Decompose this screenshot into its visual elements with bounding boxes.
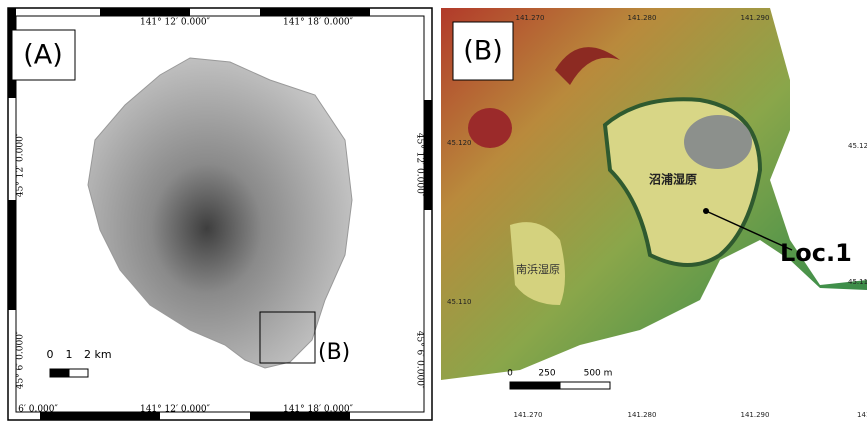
coord-label: 141° 12′ 0.000″ bbox=[140, 405, 211, 415]
coord-label: 45° 6′ 0.000″ bbox=[415, 331, 425, 390]
scale-bar bbox=[560, 382, 610, 389]
panel-label: (B) bbox=[463, 36, 503, 67]
coord-label: 141° 18′ 0.000″ bbox=[283, 405, 354, 415]
coord-label: 141.270 bbox=[516, 14, 545, 22]
coord-label: 141.280 bbox=[628, 411, 657, 419]
coord-label: 45.120 bbox=[447, 139, 472, 147]
coord-label: 45.11 bbox=[848, 278, 867, 286]
coord-label: 141.290 bbox=[741, 411, 770, 419]
coord-label: 141.270 bbox=[514, 411, 543, 419]
coord-label: 45° 12′ 0.000″ bbox=[415, 133, 425, 198]
place-label: 南浜湿原 bbox=[516, 263, 560, 276]
coord-label: 45.120 bbox=[848, 142, 867, 150]
scale-bar bbox=[510, 382, 560, 389]
scale-label: 0 bbox=[507, 369, 513, 379]
scale-bar bbox=[50, 369, 69, 377]
coord-label: 141° 18′ 0.000″ bbox=[283, 18, 354, 28]
place-label: 沼浦湿原 bbox=[649, 172, 697, 187]
coord-label: 141.280 bbox=[628, 14, 657, 22]
inset-label: (B) bbox=[318, 340, 350, 365]
panel-b: (B) 141.270 141.280 141.290 141.270 141.… bbox=[441, 8, 867, 420]
scale-label: 2 km bbox=[84, 348, 112, 361]
figure: (A) 141° 12′ 0.000″ 141° 18′ 0.000″ 6′ 0… bbox=[0, 0, 867, 422]
coord-label: 141° 12′ 0.000″ bbox=[140, 18, 211, 28]
coord-label: 6′ 0.000″ bbox=[18, 405, 58, 415]
scale-label: 250 bbox=[538, 369, 555, 379]
coord-label: 141.290 bbox=[741, 14, 770, 22]
lake bbox=[684, 115, 752, 169]
scale-label: 0 bbox=[47, 348, 54, 361]
coord-label: 45.110 bbox=[447, 298, 472, 306]
coord-label: 141 bbox=[857, 411, 867, 419]
location-label: Loc.1 bbox=[780, 239, 852, 267]
coord-label: 45° 12′ 0.000″ bbox=[16, 132, 26, 197]
panel-a: (A) 141° 12′ 0.000″ 141° 18′ 0.000″ 6′ 0… bbox=[8, 8, 432, 420]
panel-label: (A) bbox=[23, 40, 63, 71]
scale-bar bbox=[69, 369, 88, 377]
scale-label: 500 m bbox=[584, 369, 613, 379]
crater bbox=[468, 108, 512, 148]
scale-label: 1 bbox=[66, 348, 73, 361]
coord-label: 45° 6′ 0.000″ bbox=[16, 330, 26, 389]
